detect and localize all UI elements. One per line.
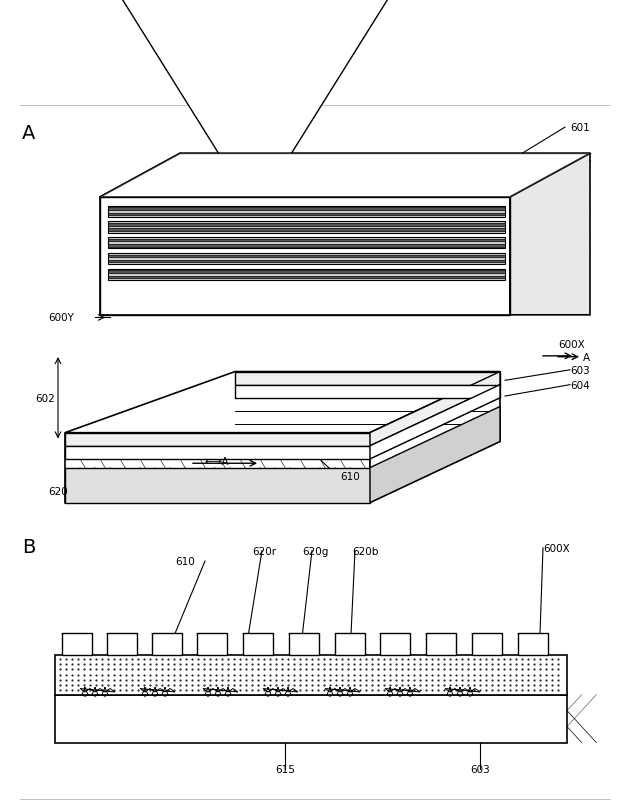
Polygon shape: [108, 222, 505, 233]
Polygon shape: [55, 655, 567, 695]
Polygon shape: [108, 224, 505, 226]
Text: 620g: 620g: [302, 546, 328, 556]
Text: 604: 604: [570, 380, 590, 390]
Polygon shape: [108, 253, 505, 265]
Polygon shape: [65, 446, 370, 460]
Text: A: A: [583, 352, 590, 363]
Polygon shape: [107, 634, 137, 655]
Polygon shape: [100, 154, 590, 198]
Polygon shape: [108, 271, 505, 273]
Polygon shape: [108, 206, 505, 218]
Polygon shape: [370, 407, 500, 503]
Text: 620: 620: [48, 487, 68, 496]
Polygon shape: [62, 634, 92, 655]
Text: 603: 603: [570, 366, 590, 375]
Polygon shape: [65, 372, 500, 433]
Polygon shape: [100, 198, 510, 315]
Polygon shape: [380, 634, 410, 655]
Text: 600X: 600X: [558, 339, 585, 349]
Polygon shape: [370, 372, 500, 503]
Text: B: B: [22, 538, 35, 557]
Text: 602: 602: [35, 393, 55, 403]
Polygon shape: [108, 209, 505, 211]
Polygon shape: [108, 238, 505, 249]
Polygon shape: [108, 240, 505, 242]
Polygon shape: [289, 634, 319, 655]
Text: 644: 644: [570, 226, 590, 236]
Text: 620b: 620b: [352, 546, 378, 556]
Text: 610: 610: [175, 557, 195, 566]
Polygon shape: [108, 213, 505, 216]
Text: 620r: 620r: [252, 546, 276, 556]
Polygon shape: [152, 634, 182, 655]
Polygon shape: [108, 255, 505, 258]
Polygon shape: [370, 372, 500, 446]
Polygon shape: [197, 634, 227, 655]
Text: Lb: Lb: [355, 172, 368, 183]
Polygon shape: [235, 372, 500, 385]
Text: A: A: [22, 124, 35, 143]
Text: 600Y: 600Y: [48, 313, 74, 323]
Text: 622: 622: [570, 276, 590, 286]
Polygon shape: [426, 634, 456, 655]
Polygon shape: [65, 433, 370, 503]
Polygon shape: [370, 385, 500, 460]
Text: 633: 633: [570, 239, 590, 249]
Polygon shape: [108, 276, 505, 279]
Polygon shape: [243, 634, 273, 655]
Polygon shape: [100, 154, 590, 198]
Text: ←→A: ←→A: [205, 457, 230, 467]
Text: 603: 603: [470, 764, 490, 774]
Polygon shape: [510, 154, 590, 315]
Text: 615: 615: [275, 764, 295, 774]
Polygon shape: [108, 261, 505, 263]
Polygon shape: [108, 229, 505, 232]
Polygon shape: [108, 245, 505, 247]
Polygon shape: [65, 468, 370, 503]
Text: 610: 610: [340, 472, 360, 482]
Polygon shape: [55, 695, 567, 743]
Polygon shape: [335, 634, 365, 655]
Polygon shape: [65, 433, 370, 446]
Polygon shape: [235, 385, 500, 399]
Text: 601: 601: [570, 123, 590, 133]
Text: 600X: 600X: [543, 543, 570, 553]
Polygon shape: [472, 634, 502, 655]
Polygon shape: [518, 634, 548, 655]
Polygon shape: [108, 269, 505, 281]
